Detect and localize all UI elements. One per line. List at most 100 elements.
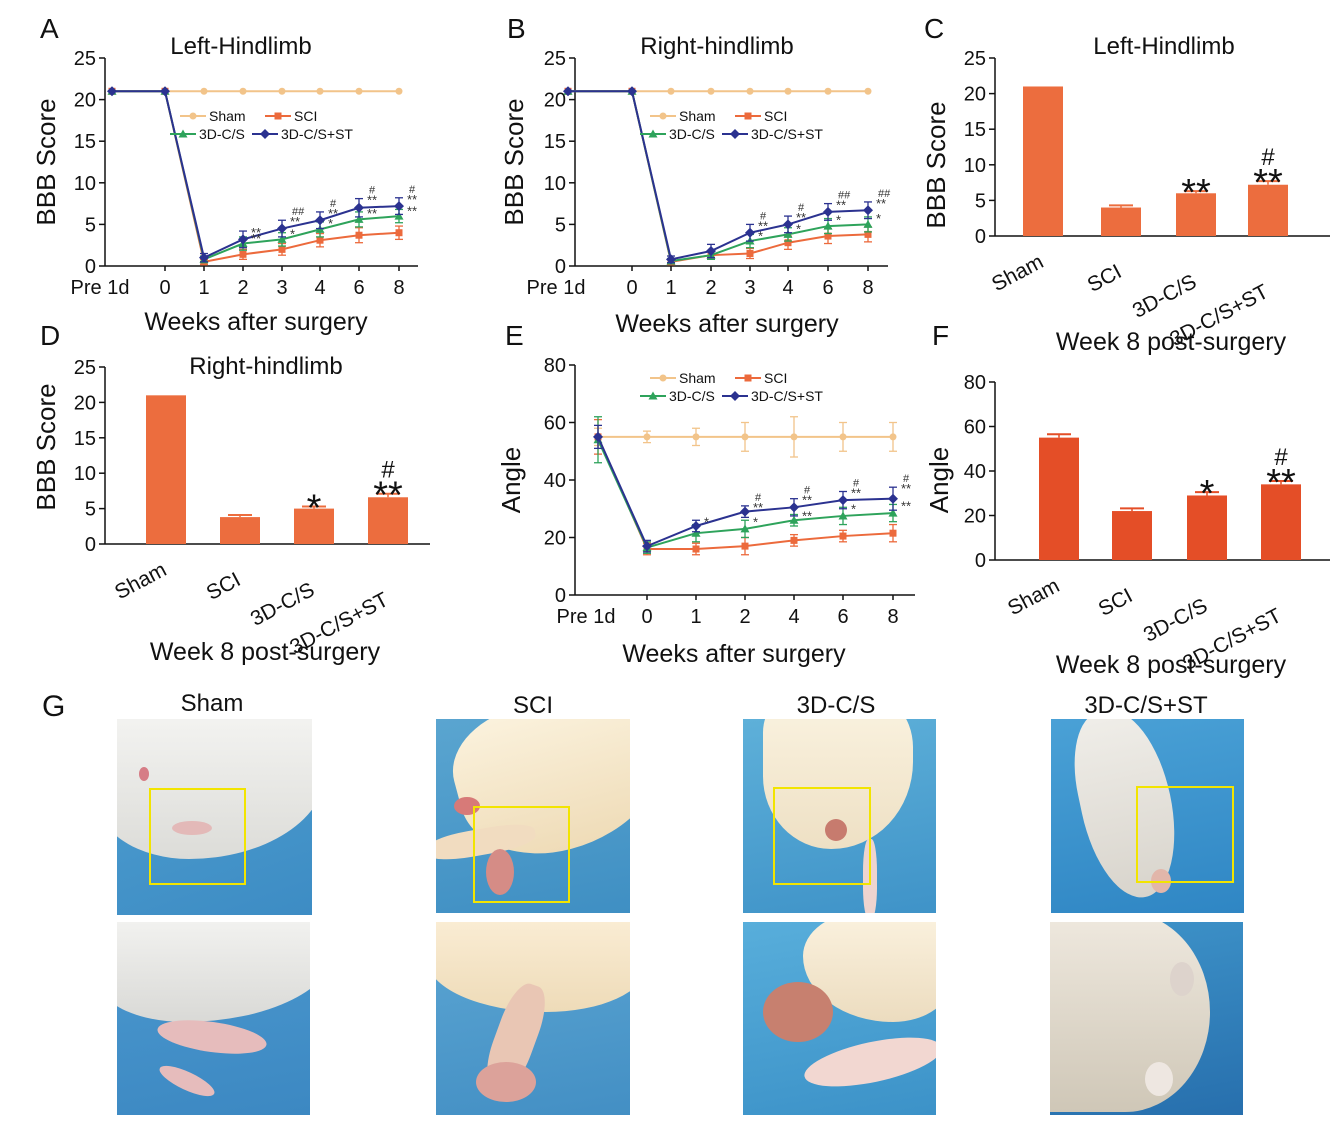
significance-hash-B: ## — [878, 188, 891, 200]
significance-mark-E: ** — [802, 493, 812, 508]
bar-C-3 — [1248, 184, 1288, 236]
legend-label-B-c3dst: 3D-C/S+ST — [751, 126, 823, 142]
significance-mark-D: * — [307, 487, 322, 529]
y-tick-label-E: 60 — [544, 413, 566, 435]
significance-hash-A: ## — [292, 206, 305, 218]
x-tick-label-F: Sham — [1004, 574, 1063, 620]
y-tick-label-A: 25 — [74, 48, 96, 70]
legend-label-E-c3dst: 3D-C/S+ST — [751, 388, 823, 404]
data-point-A-sci — [239, 250, 247, 258]
y-tick-label-A: 5 — [85, 214, 96, 236]
x-tick-label-C: SCI — [1084, 260, 1126, 297]
y-axis-label-D: BBB Score — [31, 383, 61, 510]
legend-label-A-sham: Sham — [209, 108, 246, 124]
legend-marker-E — [730, 391, 740, 401]
y-tick-label-F: 60 — [964, 417, 986, 439]
data-point-B-sci — [864, 230, 872, 238]
significance-mark-F: ** — [1266, 462, 1296, 504]
x-tick-label-E: 4 — [788, 606, 799, 628]
data-point-B-c3dst — [783, 219, 793, 230]
y-tick-label-B: 0 — [555, 256, 566, 278]
significance-hash-B: # — [798, 202, 805, 214]
data-point-E-sham — [692, 433, 700, 441]
data-point-E-c3d — [691, 528, 701, 537]
y-axis-label-E: Angle — [496, 447, 526, 514]
x-tick-label-B: Pre 1d — [527, 277, 586, 299]
x-tick-label-E: 0 — [641, 606, 652, 628]
data-point-A-sham — [278, 87, 286, 95]
y-tick-label-A: 0 — [85, 256, 96, 278]
x-axis-label-B: Weeks after surgery — [615, 310, 839, 338]
legend-label-A-c3d: 3D-C/S — [199, 126, 245, 142]
legend-label-A-c3dst: 3D-C/S+ST — [281, 126, 353, 142]
y-tick-label-C: 10 — [964, 155, 986, 177]
series-line-A-c3dst — [112, 90, 400, 260]
y-tick-label-D: 10 — [74, 463, 96, 485]
legend-marker-A — [189, 112, 197, 120]
legend-marker-A — [178, 129, 188, 138]
photo-sci-zoom — [436, 922, 630, 1115]
significance-mark-B: ** — [758, 218, 768, 233]
x-tick-label-A: 3 — [276, 277, 287, 299]
panel-letter-E: E — [505, 320, 524, 351]
significance-mark-A: ** — [367, 206, 377, 221]
photo-3dcs-zoom — [743, 922, 936, 1115]
photo-3dcsst-overview — [1051, 719, 1244, 913]
x-tick-label-B: 3 — [744, 277, 755, 299]
data-point-A-sci — [278, 245, 286, 253]
significance-hash-D: # — [381, 457, 395, 484]
significance-mark-E: * — [704, 514, 709, 529]
chart-title-A: Left-Hindlimb — [170, 33, 311, 60]
significance-mark-A: * — [328, 216, 333, 231]
significance-hash-A: # — [369, 185, 376, 197]
y-tick-label-D: 15 — [74, 428, 96, 450]
significance-mark-B: ** — [876, 196, 886, 211]
y-tick-label-F: 0 — [975, 550, 986, 572]
x-tick-label-E: Pre 1d — [557, 606, 616, 628]
x-tick-label-B: 1 — [665, 277, 676, 299]
significance-mark-A: * — [290, 227, 295, 242]
significance-mark-B: * — [796, 222, 801, 237]
panel-letter-F: F — [932, 320, 949, 351]
legend-label-B-sham: Sham — [679, 108, 716, 124]
x-tick-label-A: 0 — [159, 277, 170, 299]
y-tick-label-C: 25 — [964, 48, 986, 70]
significance-mark-C: ** — [1181, 172, 1211, 214]
y-tick-label-B: 10 — [544, 173, 566, 195]
significance-hash-E: # — [853, 478, 860, 490]
bar-C-2 — [1176, 193, 1216, 236]
x-axis-label-A: Weeks after surgery — [144, 308, 368, 336]
data-point-E-sci — [692, 545, 700, 553]
data-point-E-c3d — [740, 524, 750, 533]
data-point-A-c3d — [354, 214, 364, 223]
x-tick-label-D: SCI — [203, 568, 245, 605]
y-tick-label-A: 10 — [74, 173, 96, 195]
significance-mark-A: ** — [251, 225, 261, 240]
significance-hash-C: # — [1261, 144, 1275, 171]
photo-title-sci: SCI — [512, 692, 553, 719]
data-point-B-c3dst — [563, 86, 573, 97]
x-tick-label-D: Sham — [111, 558, 170, 604]
data-point-E-c3d — [789, 515, 799, 524]
y-tick-label-D: 20 — [74, 392, 96, 414]
significance-mark-F: * — [1200, 473, 1215, 515]
panel-letter-D: D — [40, 320, 60, 351]
x-tick-label-E: 6 — [837, 606, 848, 628]
y-tick-label-E: 40 — [544, 470, 566, 492]
series-line-B-c3d — [568, 90, 869, 263]
y-tick-label-E: 20 — [544, 528, 566, 550]
legend-marker-E — [659, 374, 667, 382]
significance-hash-E: # — [903, 473, 910, 485]
data-point-A-sham — [316, 87, 324, 95]
legend-label-E-sci: SCI — [764, 370, 787, 386]
y-tick-label-A: 20 — [74, 90, 96, 112]
y-axis-label-B: BBB Score — [499, 98, 529, 225]
data-point-A-sham — [239, 87, 247, 95]
significance-hash-A: # — [409, 184, 416, 196]
x-tick-label-E: 2 — [739, 606, 750, 628]
data-point-B-c3dst — [706, 246, 716, 257]
chart-title-B: Right-hindlimb — [640, 33, 793, 60]
y-tick-label-F: 40 — [964, 461, 986, 483]
